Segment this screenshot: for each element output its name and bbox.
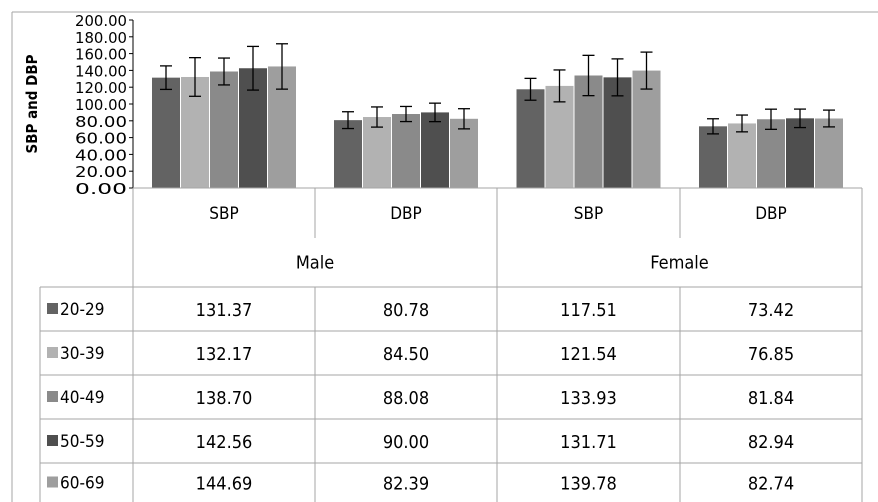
data-table-value: 81.84: [748, 388, 794, 409]
data-table-value: 144.69: [196, 474, 253, 495]
data-table-value: 142.56: [196, 432, 253, 453]
data-table-value: 88.08: [383, 388, 429, 409]
data-table-value: 82.39: [383, 474, 429, 495]
legend-swatch: [47, 435, 58, 446]
x-category-label: SBP: [209, 204, 238, 224]
bar: [699, 126, 727, 188]
y-tick-label: 140.00: [75, 62, 127, 80]
data-table-value: 76.85: [748, 344, 794, 365]
bar: [545, 85, 574, 188]
data-table-value: 82.94: [748, 432, 794, 453]
bar: [392, 114, 420, 188]
y-tick-label: 80.00: [75, 113, 127, 131]
x-category-label: SBP: [574, 204, 603, 224]
y-tick-label: 120.00: [75, 79, 127, 97]
y-tick-label: 160.00: [75, 46, 127, 64]
y-tick-label: 20.00: [75, 163, 127, 181]
data-table-value: 84.50: [383, 344, 429, 365]
bar: [210, 71, 238, 188]
bar: [757, 119, 785, 188]
x-group-label: Female: [650, 253, 708, 274]
y-tick-label: 40.00: [75, 146, 127, 164]
bar: [450, 118, 478, 188]
legend-swatch: [47, 347, 58, 358]
bar: [421, 112, 449, 188]
legend-label: 50-59: [60, 432, 104, 452]
x-group-label: Male: [296, 253, 334, 274]
legend-label: 40-49: [60, 388, 104, 408]
legend-label: 60-69: [60, 474, 104, 494]
data-table-value: 133.93: [560, 388, 617, 409]
data-table-value: 138.70: [196, 388, 253, 409]
legend-swatch: [47, 476, 58, 488]
y-tick-label: 0.00: [75, 180, 127, 198]
legend-swatch: [47, 303, 58, 314]
data-table-value: 121.54: [560, 344, 617, 365]
y-tick-label: 60.00: [75, 130, 127, 148]
y-axis-title: SBP and DBP: [23, 54, 41, 153]
bar: [152, 77, 180, 188]
data-table-value: 90.00: [383, 432, 429, 453]
x-category-label: DBP: [755, 204, 787, 224]
bar: [363, 117, 391, 188]
y-tick-label: 200.00: [75, 12, 127, 30]
y-tick-label: 180.00: [75, 29, 127, 47]
legend-label: 30-39: [60, 344, 104, 364]
legend-swatch: [47, 391, 58, 402]
x-category-label: DBP: [390, 204, 422, 224]
bar: [516, 89, 545, 188]
data-table-value: 80.78: [383, 300, 429, 321]
data-table-value: 73.42: [748, 300, 794, 321]
data-table-value: 139.78: [560, 474, 617, 495]
data-table-value: 131.37: [196, 300, 253, 321]
bar: [728, 123, 756, 188]
y-tick-label: 100.00: [75, 96, 127, 114]
bar: [786, 118, 814, 188]
data-table-value: 132.17: [196, 344, 253, 365]
data-table-value: 82.74: [748, 474, 794, 495]
bar: [815, 118, 843, 188]
data-table-value: 117.51: [560, 300, 617, 321]
bar: [632, 70, 661, 188]
data-table-value: 131.71: [560, 432, 617, 453]
legend-label: 20-29: [60, 300, 104, 320]
bar: [334, 120, 362, 188]
